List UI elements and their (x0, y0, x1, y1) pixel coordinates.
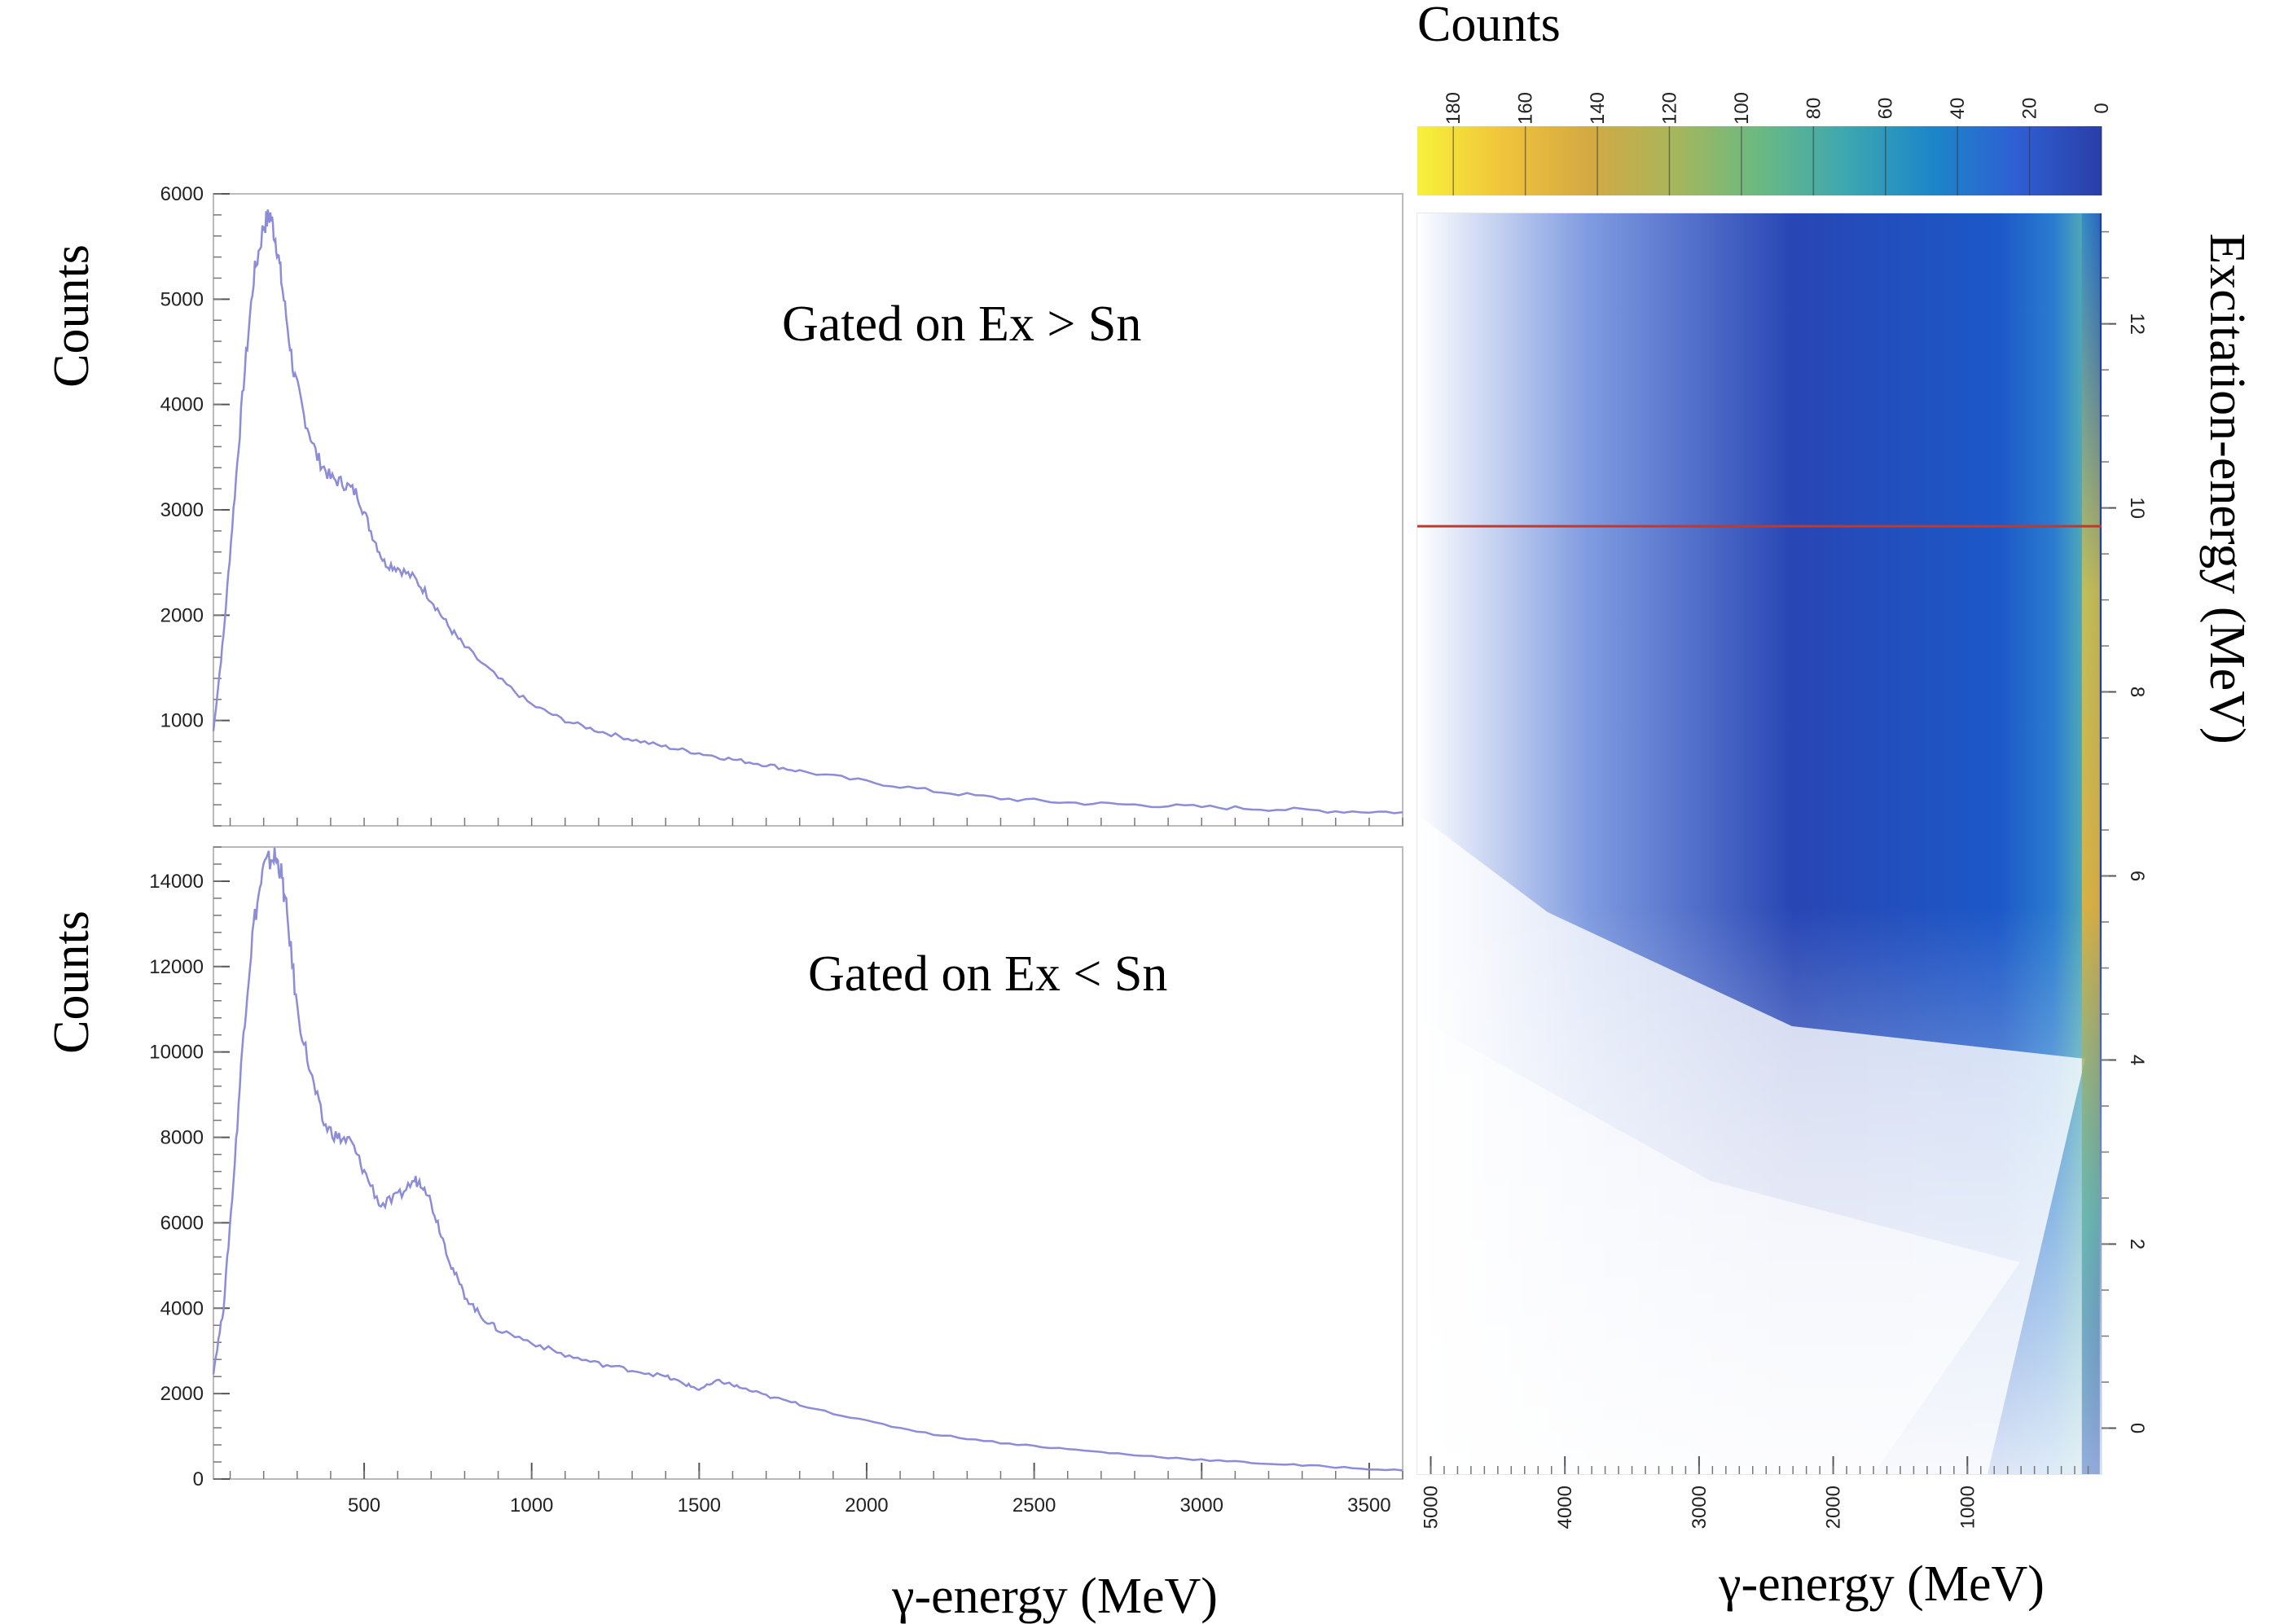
x-tick-label: 3000 (1180, 1495, 1223, 1516)
x-axis-label-left: γ-energy (MeV) (891, 1569, 1218, 1624)
y-tick-label: 5000 (160, 288, 204, 310)
heatmap-y-tick-label: 4 (2126, 1055, 2148, 1065)
y-tick-label: 10000 (149, 1042, 204, 1064)
colorbar-tick-label: 80 (1803, 98, 1825, 120)
heatmap-fade (1417, 213, 2102, 1474)
annotation-top: Gated on Ex > Sn (782, 296, 1141, 352)
x-tick-label: 2500 (1012, 1495, 1056, 1516)
y-tick-label: 4000 (160, 394, 204, 416)
colorbar-tick-label: 40 (1947, 98, 1969, 120)
colorbar-tick-label: 140 (1587, 92, 1609, 125)
colorbar-tick-label: 0 (2091, 103, 2113, 113)
heatmap-axes: 5000 4000 3000 2000 1000 0 2 4 6 8 10 12 (1420, 230, 2148, 1529)
colorbar-tick-label: 180 (1443, 92, 1465, 125)
heatmap-x-tick-label: 1000 (1957, 1486, 1979, 1529)
colorbar-tick-label: 60 (1875, 98, 1897, 120)
axes-bottom: 0 2000 4000 6000 8000 10000 12000 14000 500 1000 1… (149, 846, 1403, 1516)
heatmap-y-tick-label: 6 (2126, 871, 2148, 881)
spectrum-line-bottom (212, 847, 1403, 1472)
colorbar-tick-label: 160 (1515, 92, 1537, 125)
heatmap-y-tick-label: 10 (2126, 497, 2148, 519)
y-tick-label: 2000 (160, 604, 204, 626)
colorbar-tick-label: 120 (1658, 92, 1680, 125)
y-axis-top: 1000 2000 3000 4000 5000 6000 (160, 183, 1403, 827)
y-tick-label: 2000 (160, 1383, 204, 1405)
y-tick-label: 0 (193, 1468, 204, 1490)
heatmap-panel: Counts 180 160 140 120 100 80 60 40 20 0 5000 4000… (1417, 0, 2255, 1612)
y-axis-label-bottom: Counts (44, 911, 99, 1054)
colorbar-tick-label: 100 (1731, 92, 1753, 125)
heatmap-y-tick-label: 12 (2126, 313, 2148, 335)
spectrum-panel-bottom: 0 2000 4000 6000 8000 10000 12000 14000 500 1000 1… (44, 846, 1403, 1624)
y-tick-label: 8000 (160, 1127, 204, 1149)
heatmap-y-tick-label: 8 (2126, 687, 2148, 697)
y-tick-label: 6000 (160, 183, 204, 205)
heatmap-ridge (2081, 213, 2100, 1474)
x-tick-label: 500 (348, 1495, 380, 1516)
colorbar-title: Counts (1417, 0, 1561, 52)
y-tick-label: 4000 (160, 1297, 204, 1319)
heatmap-y-tick-label: 0 (2126, 1423, 2148, 1433)
y-axis-label-top: Counts (44, 244, 99, 388)
y-tick-label: 6000 (160, 1212, 204, 1234)
colorbar-ticks: 180 160 140 120 100 80 60 40 20 0 (1443, 92, 2113, 195)
spectrum-line-top (212, 209, 1403, 814)
x-tick-label: 3500 (1347, 1495, 1390, 1516)
y-tick-label: 12000 (149, 956, 204, 978)
heatmap-x-tick-label: 5000 (1420, 1486, 1442, 1529)
x-tick-label: 1000 (510, 1495, 553, 1516)
annotation-bottom: Gated on Ex < Sn (808, 946, 1167, 1002)
x-tick-label: 2000 (845, 1495, 888, 1516)
x-tick-label: 1500 (678, 1495, 721, 1516)
y-tick-label: 3000 (160, 499, 204, 521)
colorbar-tick-label: 20 (2019, 98, 2041, 120)
heatmap-x-tick-label: 3000 (1689, 1486, 1711, 1529)
y-axis-label-right: Excitation-energy (MeV) (2199, 233, 2255, 744)
heatmap-x-tick-label: 4000 (1554, 1486, 1576, 1529)
y-tick-label: 14000 (149, 871, 204, 893)
heatmap-x-tick-label: 2000 (1823, 1486, 1845, 1529)
x-axis-label-right: γ-energy (MeV) (1718, 1556, 2045, 1612)
colorbar (1417, 126, 2102, 195)
plot-frame-bottom (213, 846, 1403, 1480)
heatmap-y-tick-label: 2 (2126, 1239, 2148, 1249)
y-tick-label: 1000 (160, 710, 204, 732)
spectrum-panel-top: 1000 2000 3000 4000 5000 6000 Gated on Ex > S… (44, 183, 1403, 827)
plot-frame-top (213, 193, 1403, 827)
